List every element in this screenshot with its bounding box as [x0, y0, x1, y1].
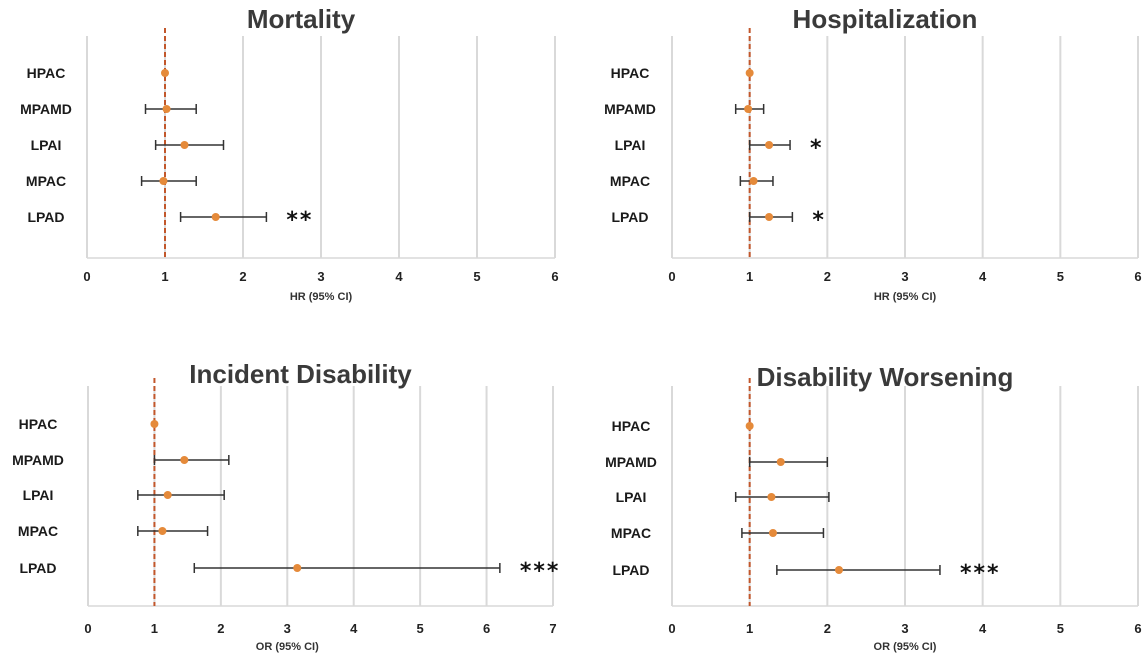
category-label: MPAC: [610, 173, 650, 189]
category-label: LPAD: [611, 209, 648, 225]
estimate-point: [180, 141, 189, 149]
estimate-point: [745, 69, 754, 77]
category-label: LPAD: [612, 562, 649, 578]
x-tick-label: 3: [284, 621, 291, 636]
category-label: MPAMD: [604, 101, 656, 117]
category-label: HPAC: [611, 65, 650, 81]
x-axis-label: HR (95% CI): [874, 291, 937, 303]
panel-title: Mortality: [247, 4, 356, 34]
x-tick-label: 6: [483, 621, 490, 636]
x-tick-label: 1: [161, 269, 168, 284]
x-tick-label: 6: [1134, 269, 1141, 284]
estimate-point: [158, 527, 167, 535]
category-label: LPAD: [27, 209, 64, 225]
panel-mortality: Mortality 0 1 2 3 4 5 6 HR (95% CI) HPAC MPAMD LPAI…: [20, 4, 559, 303]
x-tick-label: 3: [901, 269, 908, 284]
x-tick-label: 5: [1057, 621, 1064, 636]
x-tick-label: 5: [1057, 269, 1064, 284]
category-label: MPAC: [18, 523, 58, 539]
x-tick-label: 1: [151, 621, 158, 636]
category-label: LPAD: [19, 560, 56, 576]
category-label: LPAI: [616, 489, 647, 505]
x-tick-label: 0: [83, 269, 90, 284]
x-tick-label: 7: [549, 621, 556, 636]
category-label: MPAMD: [12, 452, 64, 468]
estimate-point: [776, 458, 785, 466]
estimate-point: [768, 529, 777, 537]
estimate-point: [767, 493, 776, 501]
estimate-point: [293, 564, 302, 572]
x-tick-label: 3: [317, 269, 324, 284]
estimate-point: [159, 177, 168, 185]
x-tick-label: 4: [395, 269, 403, 284]
estimate-point: [150, 420, 159, 428]
category-label: HPAC: [612, 418, 651, 434]
estimate-point: [162, 105, 171, 113]
category-label: MPAC: [26, 173, 66, 189]
category-label: LPAI: [615, 137, 646, 153]
estimate-point: [211, 213, 220, 221]
x-tick-label: 5: [417, 621, 424, 636]
x-tick-label: 1: [746, 269, 753, 284]
category-label: HPAC: [27, 65, 66, 81]
x-tick-label: 2: [824, 621, 831, 636]
estimate-point: [834, 566, 843, 574]
x-tick-label: 6: [1134, 621, 1141, 636]
significance-marker: ***: [960, 561, 1001, 586]
category-label: MPAMD: [605, 454, 657, 470]
estimate-point: [749, 177, 758, 185]
significance-marker: ***: [520, 559, 561, 584]
category-label: HPAC: [19, 416, 58, 432]
x-tick-label: 2: [239, 269, 246, 284]
estimate-point: [765, 213, 774, 221]
estimate-point: [161, 69, 169, 77]
x-tick-label: 3: [901, 621, 908, 636]
category-label: MPAMD: [20, 101, 72, 117]
x-tick-label: 4: [979, 621, 987, 636]
estimate-point: [745, 422, 754, 430]
x-tick-label: 1: [746, 621, 753, 636]
significance-marker: *: [812, 208, 826, 233]
significance-marker: *: [810, 136, 824, 161]
panel-disability-worsening: Disability Worsening 0 1 2 3 4 5 6 OR (95% CI) HP…: [605, 362, 1142, 653]
category-label: MPAC: [611, 525, 651, 541]
estimate-point: [180, 456, 189, 464]
x-tick-label: 2: [217, 621, 224, 636]
x-axis-label: OR (95% CI): [256, 641, 319, 653]
panel-title: Hospitalization: [793, 4, 978, 34]
x-tick-label: 5: [473, 269, 480, 284]
category-label: LPAI: [23, 487, 54, 503]
x-tick-label: 4: [979, 269, 987, 284]
x-axis-label: HR (95% CI): [290, 291, 353, 303]
x-tick-label: 0: [668, 269, 675, 284]
estimate-point: [744, 105, 753, 113]
panel-incident-disability: Incident Disability 0 1 2 3 4 5 6 7 OR (95% CI) HP…: [12, 359, 561, 653]
estimate-point: [765, 141, 774, 149]
panel-hospitalization: Hospitalization 0 1 2 3 4 5 6 HR (95% CI) HPAC MPA…: [604, 4, 1142, 303]
estimate-point: [163, 491, 172, 499]
x-tick-label: 0: [84, 621, 91, 636]
significance-marker: **: [286, 208, 313, 233]
x-tick-label: 6: [551, 269, 558, 284]
panel-title: Disability Worsening: [757, 362, 1014, 392]
panel-title: Incident Disability: [189, 359, 412, 389]
x-tick-label: 4: [350, 621, 358, 636]
x-tick-label: 0: [668, 621, 675, 636]
x-tick-label: 2: [824, 269, 831, 284]
x-axis-label: OR (95% CI): [874, 641, 937, 653]
category-label: LPAI: [31, 137, 62, 153]
